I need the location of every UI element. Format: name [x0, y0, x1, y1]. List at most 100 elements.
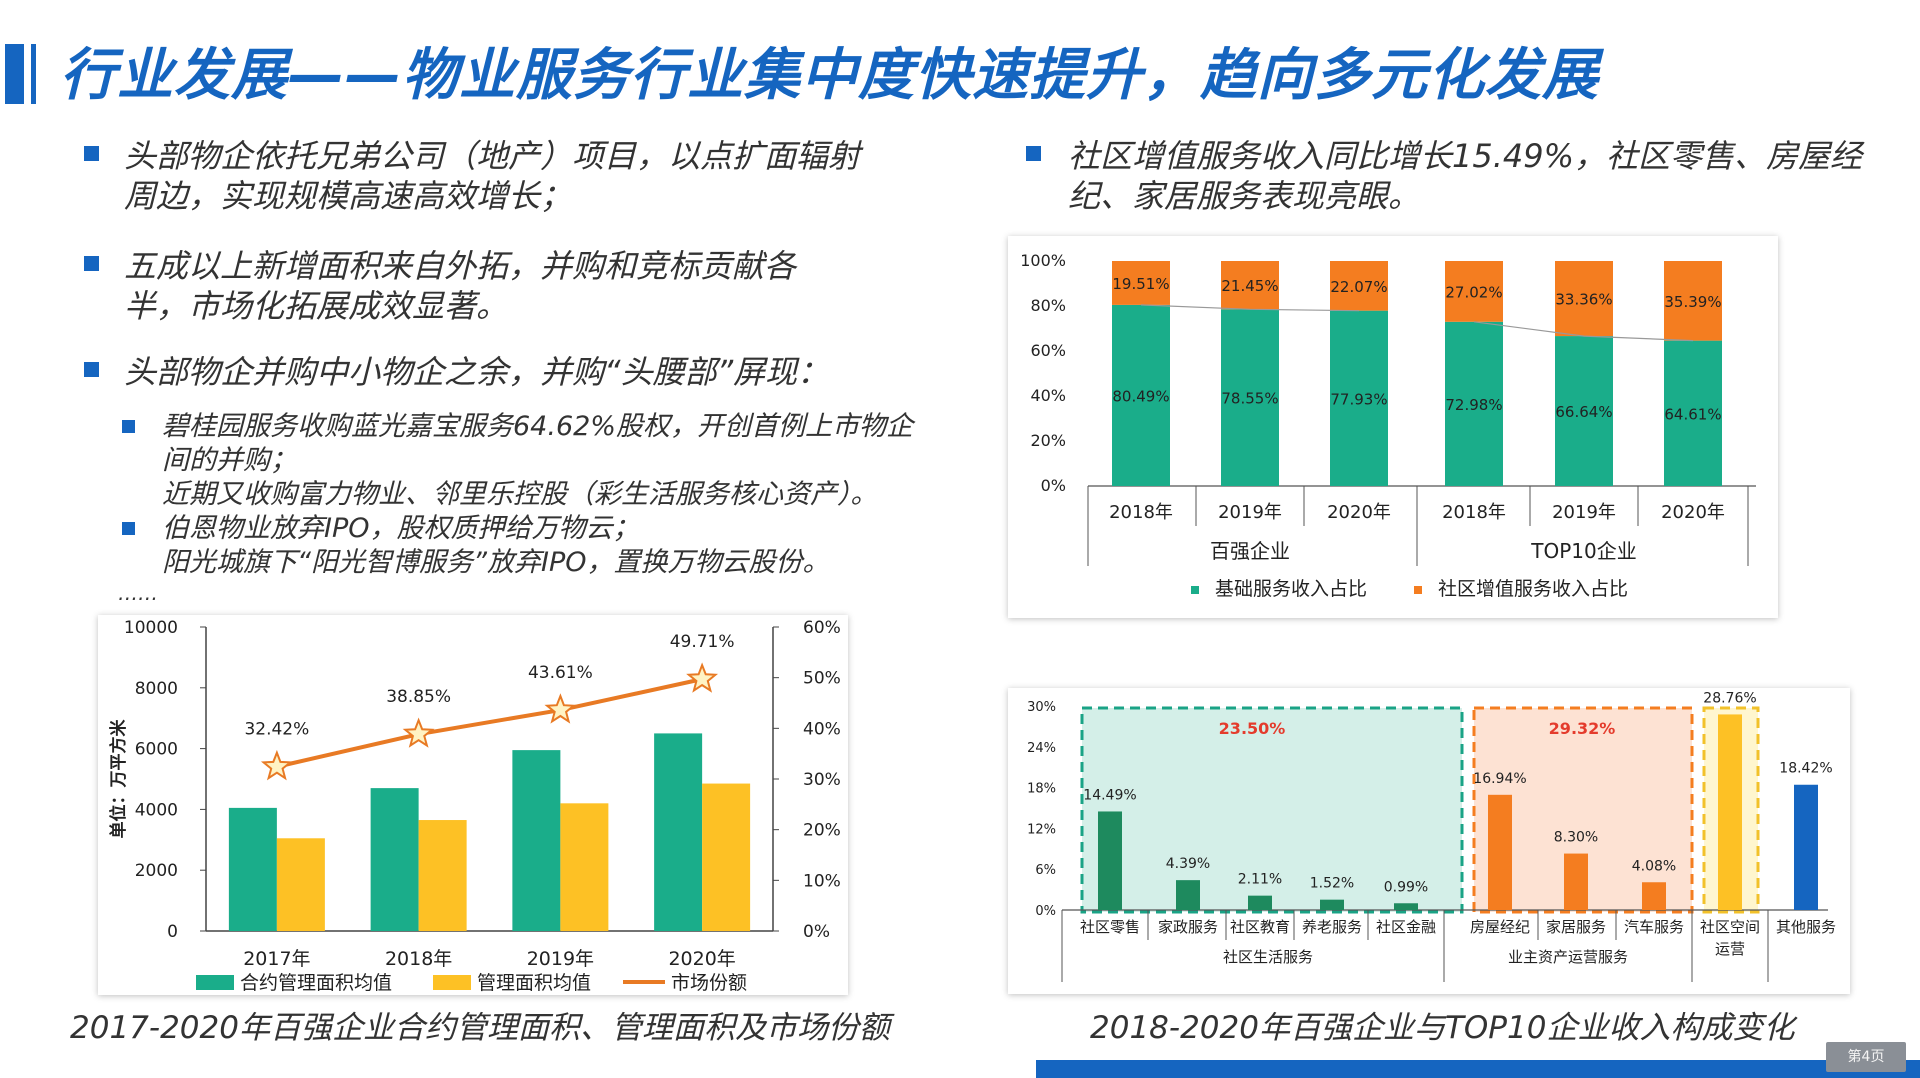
x-tick-label: 家居服务 [1546, 918, 1606, 936]
bar-data-label: 28.76% [1703, 690, 1756, 706]
left-bullet-1: 头部物企依托兄弟公司（地产）项目，以点扩面辐射周边，实现规模高速高效增长； [124, 137, 861, 215]
bar-value-added-service [1112, 261, 1170, 305]
value-added-service-chart: 0% 6% 12% 18% 24% 30% 14.49% 社区零售 4.39% 家政服务 2.11%… [1027, 690, 1836, 982]
bar-data-label: 2.11% [1238, 872, 1282, 888]
legend-swatch-contract [196, 975, 234, 990]
bar-value-added-category [1320, 899, 1344, 910]
y-tick-label: 6000 [135, 740, 178, 760]
revenue-composition-chart: 0% 20% 40% 60% 80% 100% 80.49% 19.51% 2018年 78.55… [1020, 251, 1756, 600]
bar-value-added-category [1564, 853, 1588, 910]
x-tick-label: 汽车服务 [1624, 918, 1684, 936]
chart-revenue-share-panel: 0% 20% 40% 60% 80% 100% 80.49% 19.51% 2018年 78.55… [1008, 236, 1778, 618]
bar-value-added-service [1330, 261, 1388, 311]
x-tick-label: 其他服务 [1776, 918, 1836, 936]
sub-bullet-1-line2: 间的并购； [162, 445, 297, 476]
bullet-marker [1026, 146, 1041, 161]
page-number-label: 第4页 [1847, 1049, 1885, 1065]
x-tick-label: 社区教育 [1230, 918, 1290, 936]
legend-label-share: 市场份额 [671, 972, 747, 994]
bar-basic-service [1221, 309, 1279, 486]
bar-basic-service [1445, 321, 1503, 486]
basic-data-label: 72.98% [1445, 396, 1502, 414]
y2-tick-label: 10% [803, 871, 841, 891]
sub-bullet-2-line2: 阳光城旗下“阳光智博服务”放弃IPO，置换万物云股份。 [162, 547, 830, 578]
basic-data-label: 66.64% [1555, 403, 1612, 421]
sub-bullet-1-line1: 碧桂园服务收购蓝光嘉宝服务64.62%股权，开创首例上市物企 [162, 411, 913, 442]
y-tick-label: 40% [1030, 386, 1066, 405]
bar-managed-area [702, 783, 751, 931]
x-tick-label: 2020年 [668, 948, 735, 970]
bar-basic-service [1664, 340, 1722, 486]
bar-value-added-service [1445, 261, 1503, 322]
bar-managed-area [418, 820, 467, 931]
sub-bullet-marker [122, 522, 135, 535]
page-title: 行业发展——物业服务行业集中度快速提升，趋向多元化发展 [60, 43, 1599, 108]
y-tick-label: 100% [1020, 251, 1066, 270]
x-tick-label: 房屋经纪 [1470, 918, 1530, 936]
chart-value-added-panel: 0% 6% 12% 18% 24% 30% 14.49% 社区零售 4.39% 家政服务 2.11%… [1008, 688, 1850, 994]
legend-label-value-added: 社区增值服务收入占比 [1438, 578, 1628, 600]
y2-tick-label: 60% [803, 618, 841, 638]
trend-connector [1473, 321, 1694, 342]
x-tick-label: 2018年 [1109, 502, 1173, 523]
bar-data-label: 8.30% [1554, 830, 1598, 846]
basic-data-label: 77.93% [1330, 390, 1387, 408]
bar-value-added-service [1555, 261, 1613, 337]
value-added-data-label: 22.07% [1330, 278, 1387, 296]
bar-contract-area [228, 807, 277, 931]
x-tick-label: 2019年 [527, 948, 594, 970]
legend-label-contract: 合约管理面积均值 [240, 972, 392, 994]
footer-bar [1036, 1060, 1920, 1078]
bar-value-added-category [1718, 714, 1742, 910]
group-total-label: 23.50% [1219, 719, 1286, 738]
market-share-data-label: 38.85% [386, 687, 451, 707]
y-tick-label: 12% [1027, 822, 1056, 837]
sub-bullet-marker [122, 420, 135, 433]
bar-data-label: 0.99% [1384, 879, 1428, 895]
x-tick-label: 2018年 [1442, 502, 1506, 523]
bar-data-label: 4.08% [1632, 858, 1676, 874]
legend-label-managed: 管理面积均值 [477, 972, 591, 994]
market-share-star-marker [260, 749, 293, 781]
x-tick-label: 2019年 [1218, 502, 1282, 523]
market-share-data-label: 32.42% [244, 720, 309, 740]
chart-area-panel: 0 2000 4000 6000 8000 10000 0% 10% 20% 30% 40% 50% 6… [98, 615, 848, 995]
page-number-badge[interactable]: 第4页 [1826, 1042, 1906, 1072]
market-share-line [276, 677, 703, 769]
x-tick-label: 社区空间 [1700, 918, 1760, 936]
life-service-group-box [1080, 706, 1464, 914]
bar-data-label: 4.39% [1166, 856, 1210, 872]
bar-contract-area [370, 788, 419, 931]
value-added-data-label: 33.36% [1555, 291, 1612, 309]
market-share-star-marker [686, 662, 719, 693]
y-tick-label: 18% [1027, 782, 1056, 797]
bar-value-added-service [1664, 261, 1722, 341]
x-tick-label: 家政服务 [1158, 918, 1218, 936]
x-tick-label: 2019年 [1552, 502, 1616, 523]
sub-bullet-1-line3: 近期又收购富力物业、邻里乐控股（彩生活服务核心资产）。 [162, 479, 878, 510]
y-tick-label: 6% [1035, 863, 1056, 878]
bar-value-added-category [1794, 784, 1818, 910]
area-market-share-chart: 0 2000 4000 6000 8000 10000 0% 10% 20% 30% 40% 50% 6… [108, 618, 841, 994]
x-tick-label: 2020年 [1661, 502, 1725, 523]
bar-data-label: 1.52% [1310, 876, 1354, 892]
bar-basic-service [1555, 336, 1613, 486]
market-share-data-label: 43.61% [528, 663, 593, 683]
bar-value-added-category [1248, 895, 1272, 910]
group-label: TOP10企业 [1530, 539, 1636, 563]
y-tick-label: 20% [1030, 431, 1066, 450]
bar-value-added-category [1488, 794, 1512, 910]
market-share-data-label: 49.71% [670, 632, 735, 652]
bar-managed-area [560, 803, 609, 931]
x-tick-label: 2020年 [1327, 502, 1391, 523]
bar-data-label: 18.42% [1779, 761, 1832, 777]
bar-value-added-service [1221, 261, 1279, 310]
value-added-data-label: 27.02% [1445, 283, 1502, 301]
title-accent-bar-thin [31, 44, 36, 104]
basic-data-label: 80.49% [1112, 387, 1169, 405]
market-share-star-marker [544, 693, 577, 724]
group-total-label: 29.32% [1549, 719, 1616, 738]
value-added-data-label: 21.45% [1221, 277, 1278, 295]
ellipsis: …… [118, 581, 158, 605]
y-axis-label: 单位：万平方米 [108, 719, 129, 839]
